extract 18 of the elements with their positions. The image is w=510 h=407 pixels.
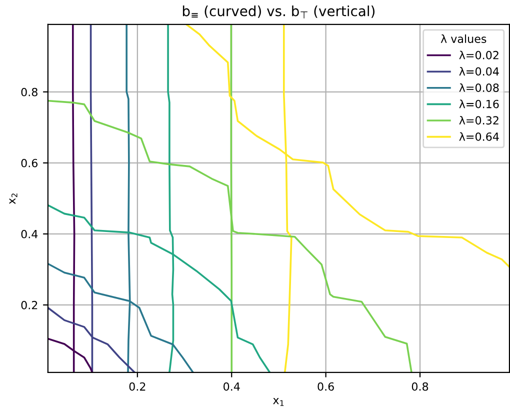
legend-label: λ=0.08: [459, 83, 499, 92]
legend-label: λ=0.32: [459, 116, 498, 125]
x-tick-label: 0.2: [129, 382, 146, 391]
y-tick-label: 0.6: [21, 158, 38, 168]
y-axis-title: x$_{2}$: [9, 194, 18, 204]
y-tick-label: 0.8: [21, 88, 38, 96]
x-tick-label: 0.6: [318, 382, 334, 391]
legend-label: λ=0.04: [459, 67, 499, 76]
x-axis-title: x$_{1}$: [273, 398, 284, 406]
x-tick-label: 0.8: [412, 382, 428, 391]
chart-title: b$_{≡}$ (curved) vs. b$_{⊤}$ (vertical): [182, 6, 374, 18]
legend-label: λ=0.64: [459, 132, 499, 141]
legend-label: λ=0.02: [459, 50, 498, 60]
x-tick-label: 0.4: [224, 382, 240, 391]
y-tick-label: 0.4: [21, 230, 38, 238]
legend-title: λ values: [440, 34, 486, 44]
legend-label: λ=0.16: [459, 100, 499, 108]
y-tick-label: 0.2: [21, 300, 38, 310]
